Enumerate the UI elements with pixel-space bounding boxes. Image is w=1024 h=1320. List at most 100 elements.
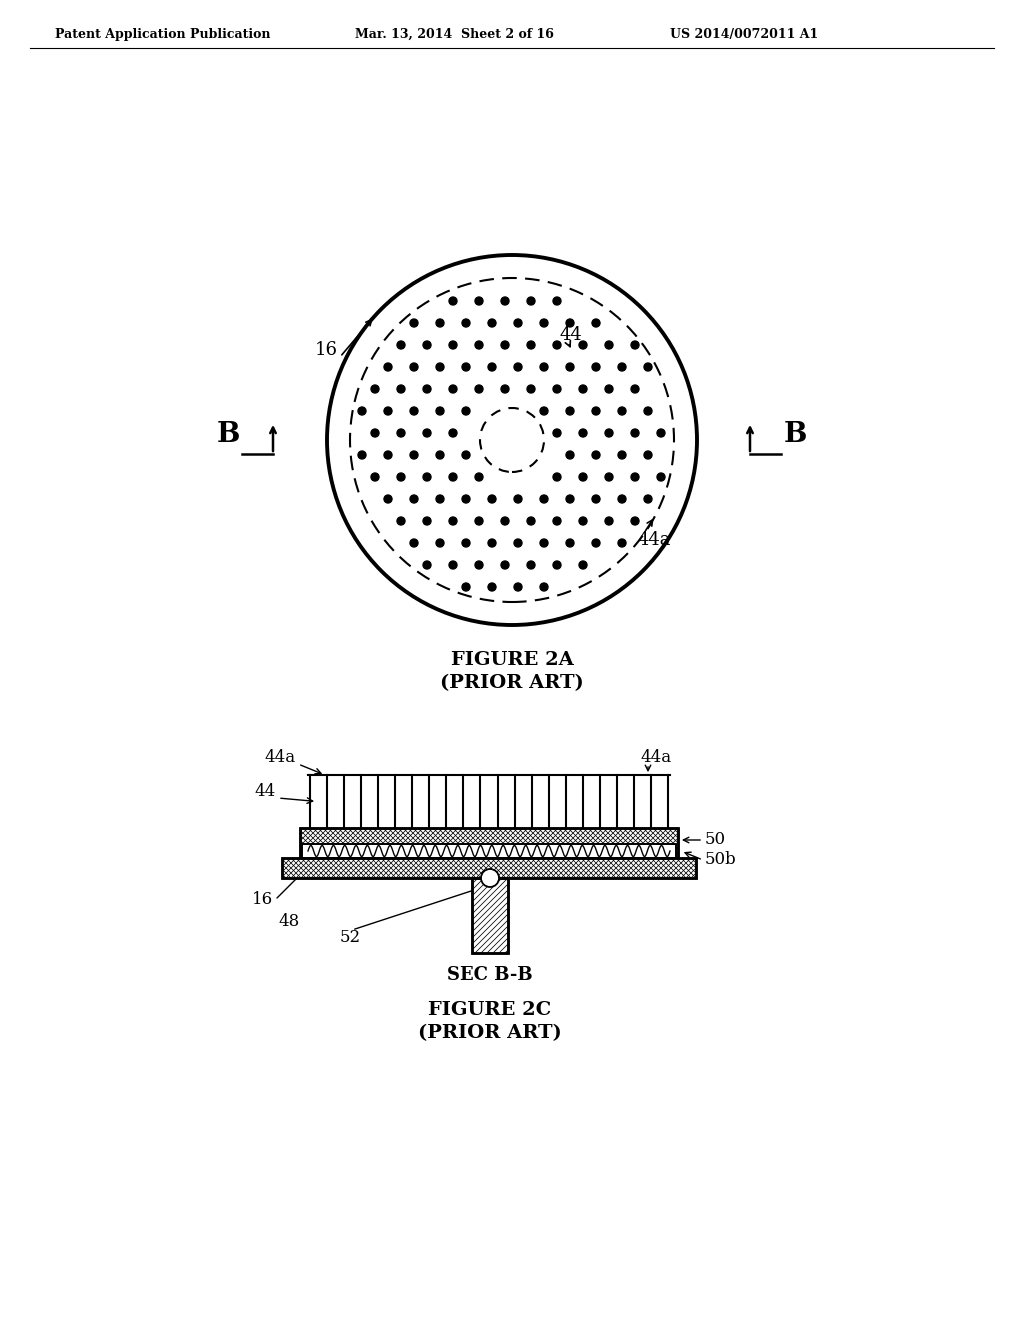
Circle shape [592, 407, 600, 414]
Circle shape [540, 363, 548, 371]
Circle shape [475, 297, 483, 305]
Circle shape [514, 583, 522, 591]
Text: 44a: 44a [264, 750, 295, 767]
Circle shape [449, 341, 457, 348]
Circle shape [631, 429, 639, 437]
Circle shape [527, 385, 535, 393]
Circle shape [488, 583, 496, 591]
Circle shape [384, 451, 392, 459]
Text: 48: 48 [278, 913, 299, 931]
Text: 50: 50 [705, 832, 726, 849]
Circle shape [410, 319, 418, 327]
Circle shape [475, 341, 483, 348]
Circle shape [527, 297, 535, 305]
Bar [282, 858, 696, 878]
Circle shape [423, 341, 431, 348]
Circle shape [579, 341, 587, 348]
Circle shape [462, 495, 470, 503]
Circle shape [475, 517, 483, 525]
Text: 44a: 44a [640, 750, 671, 767]
Text: 44: 44 [254, 784, 275, 800]
Circle shape [592, 539, 600, 546]
Bar [300, 828, 678, 858]
Circle shape [527, 517, 535, 525]
Text: (PRIOR ART): (PRIOR ART) [418, 1024, 562, 1041]
Circle shape [553, 385, 561, 393]
Circle shape [423, 473, 431, 480]
Text: 50b: 50b [705, 851, 736, 869]
Circle shape [631, 517, 639, 525]
Circle shape [501, 297, 509, 305]
Circle shape [423, 517, 431, 525]
Text: (PRIOR ART): (PRIOR ART) [440, 675, 584, 692]
Text: US 2014/0072011 A1: US 2014/0072011 A1 [670, 28, 818, 41]
Circle shape [631, 473, 639, 480]
Circle shape [592, 363, 600, 371]
Circle shape [501, 517, 509, 525]
Circle shape [501, 385, 509, 393]
Circle shape [449, 385, 457, 393]
Circle shape [384, 407, 392, 414]
Circle shape [605, 385, 613, 393]
Bar [300, 828, 678, 858]
Circle shape [501, 561, 509, 569]
Circle shape [449, 297, 457, 305]
Circle shape [592, 495, 600, 503]
Circle shape [540, 407, 548, 414]
Circle shape [644, 451, 652, 459]
Circle shape [618, 451, 626, 459]
Circle shape [592, 451, 600, 459]
Circle shape [410, 451, 418, 459]
Circle shape [462, 407, 470, 414]
Text: 52: 52 [340, 929, 361, 946]
Bar [282, 858, 696, 878]
Text: SEC B-B: SEC B-B [447, 966, 532, 983]
Circle shape [436, 451, 444, 459]
Bar [300, 828, 678, 858]
Circle shape [553, 473, 561, 480]
Circle shape [384, 363, 392, 371]
Circle shape [514, 363, 522, 371]
Circle shape [436, 363, 444, 371]
Circle shape [397, 429, 406, 437]
Text: 44a: 44a [638, 531, 672, 549]
Circle shape [436, 319, 444, 327]
Circle shape [397, 385, 406, 393]
Bar [472, 878, 508, 953]
Circle shape [462, 583, 470, 591]
Text: 16: 16 [252, 891, 273, 908]
Circle shape [371, 429, 379, 437]
Bar [302, 843, 676, 858]
Circle shape [371, 473, 379, 480]
Circle shape [579, 517, 587, 525]
Circle shape [514, 495, 522, 503]
Circle shape [397, 341, 406, 348]
Circle shape [579, 429, 587, 437]
Circle shape [553, 561, 561, 569]
Circle shape [618, 539, 626, 546]
Circle shape [644, 495, 652, 503]
Circle shape [566, 495, 574, 503]
Circle shape [644, 363, 652, 371]
Circle shape [592, 319, 600, 327]
Circle shape [475, 385, 483, 393]
Circle shape [618, 495, 626, 503]
Circle shape [449, 473, 457, 480]
Circle shape [410, 539, 418, 546]
Circle shape [397, 473, 406, 480]
Text: 44: 44 [560, 326, 583, 345]
Circle shape [397, 517, 406, 525]
Bar [282, 858, 696, 878]
Circle shape [475, 473, 483, 480]
Circle shape [436, 539, 444, 546]
Text: FIGURE 2A: FIGURE 2A [451, 651, 573, 669]
Circle shape [631, 385, 639, 393]
Circle shape [540, 539, 548, 546]
Circle shape [631, 341, 639, 348]
Text: B: B [783, 421, 807, 449]
Circle shape [540, 583, 548, 591]
Circle shape [553, 429, 561, 437]
Circle shape [488, 363, 496, 371]
Circle shape [371, 385, 379, 393]
Circle shape [553, 341, 561, 348]
